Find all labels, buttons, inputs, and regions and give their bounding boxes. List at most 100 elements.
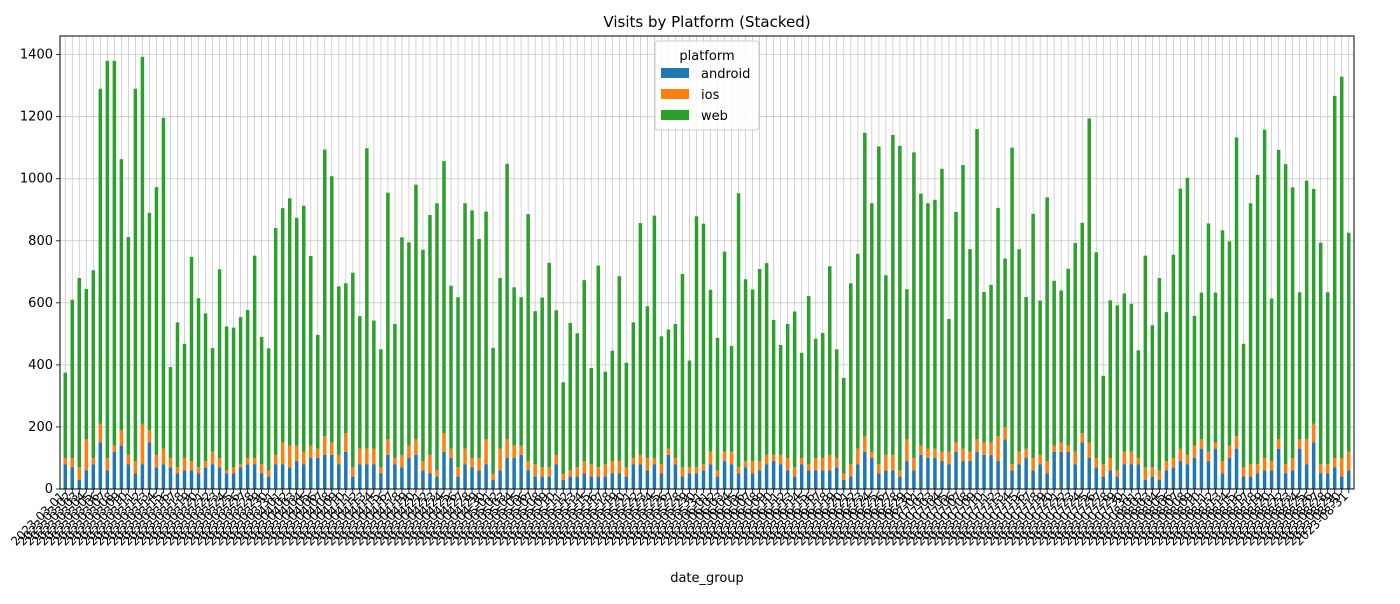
bar-ios (519, 445, 523, 455)
bar-android (1311, 442, 1316, 489)
bar-web (785, 323, 790, 458)
bar-web (540, 297, 544, 468)
bar-ios (379, 467, 383, 474)
bar-android (596, 476, 601, 489)
bar-web (1318, 242, 1323, 465)
bar-android (133, 473, 138, 489)
bar-android (743, 467, 748, 489)
bar-ios (1339, 457, 1344, 477)
bar-ios (589, 464, 594, 477)
bar-ios (428, 454, 432, 474)
bar-android (989, 454, 993, 489)
bar-web (442, 161, 446, 434)
bar-ios (252, 457, 257, 465)
bar-web (84, 288, 89, 440)
bar-ios (905, 439, 909, 462)
bar-web (168, 367, 173, 458)
bar-ios (505, 439, 509, 458)
bar-android (245, 464, 250, 489)
bar-web (729, 345, 734, 452)
bar-web (1178, 188, 1183, 449)
bar-android (1010, 470, 1014, 489)
bar-ios (680, 467, 685, 477)
bar-ios (1010, 464, 1014, 471)
bar-web (372, 320, 376, 449)
bar-ios (926, 448, 930, 458)
bar-ios (386, 439, 390, 455)
bar-android (63, 464, 68, 489)
bar-web (750, 289, 755, 462)
bar-ios (456, 467, 460, 477)
bar-ios (694, 467, 699, 474)
bar-android (147, 442, 152, 489)
bar-ios (119, 430, 124, 446)
bar-ios (526, 461, 530, 471)
bar-ios (554, 454, 558, 465)
bar-web (771, 319, 776, 455)
bar-android (91, 464, 96, 489)
bar-web (799, 352, 804, 458)
bar-web (245, 309, 250, 458)
bar-web (842, 377, 846, 474)
bar-ios (126, 454, 131, 465)
bar-web (666, 329, 671, 449)
bar-ios (1171, 457, 1176, 468)
bar-android (785, 470, 790, 489)
bar-android (792, 476, 797, 489)
bar-android (582, 473, 587, 489)
bar-web (1290, 187, 1295, 458)
bar-web (189, 256, 194, 462)
bar-ios (806, 464, 811, 471)
bar-android (954, 451, 958, 489)
legend-swatch-web (661, 110, 689, 120)
bar-ios (1157, 470, 1162, 480)
bar-android (1297, 448, 1302, 489)
bar-ios (968, 451, 972, 462)
bar-web (393, 323, 397, 458)
bar-android (673, 464, 678, 489)
bar-web (428, 215, 432, 455)
bar-ios (477, 457, 481, 471)
bar-ios (771, 454, 776, 462)
bar-ios (98, 423, 103, 443)
bar-ios (308, 445, 313, 458)
bar-web (1150, 325, 1155, 468)
bar-web (1052, 280, 1056, 446)
bar-web (792, 311, 797, 468)
bar-ios (344, 433, 348, 452)
bar-android (196, 473, 201, 489)
bar-android (112, 451, 117, 489)
bar-ios (91, 457, 96, 465)
bar-web (1038, 300, 1042, 455)
bar-ios (154, 454, 159, 468)
bar-ios (231, 467, 236, 474)
bar-web (1017, 249, 1021, 452)
bar-ios (1136, 457, 1141, 465)
bar-ios (898, 470, 902, 477)
bar-ios (996, 436, 1000, 462)
bar-android (119, 445, 124, 489)
bar-ios (1346, 451, 1351, 471)
x-axis: 2023-03-012023-03-022023-03-032023-03-04… (8, 489, 1351, 548)
bar-web (1087, 118, 1091, 443)
bar-web (119, 159, 124, 431)
bar-ios (203, 461, 208, 468)
bar-web (863, 132, 867, 437)
bar-web (301, 205, 306, 452)
bar-web (140, 56, 145, 424)
bar-ios (168, 457, 173, 468)
bar-android (547, 476, 551, 489)
bar-ios (470, 457, 474, 468)
bar-web (856, 253, 860, 449)
bar-web (1241, 343, 1246, 468)
bar-web (1136, 350, 1141, 458)
bar-android (603, 476, 608, 489)
bar-ios (182, 457, 187, 471)
bar-web (210, 348, 215, 452)
bar-android (912, 470, 916, 489)
bar-android (372, 464, 376, 489)
bar-android (344, 451, 348, 489)
bar-ios (1325, 464, 1330, 474)
bar-web (161, 117, 166, 449)
y-tick-label: 800 (28, 234, 53, 249)
